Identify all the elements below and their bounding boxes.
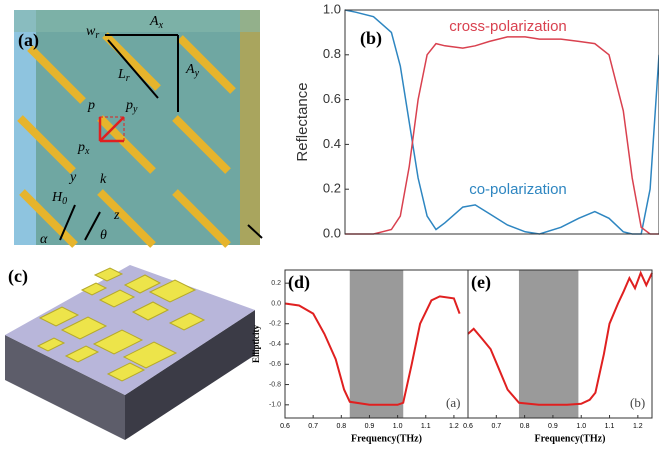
base-side: [5, 335, 125, 440]
symbol: py: [125, 98, 138, 115]
symbol: y: [68, 170, 77, 185]
symbol: α: [40, 232, 48, 247]
y-tick-label: 0.6: [323, 91, 341, 106]
symbol-main: p: [77, 140, 85, 155]
symbol: px: [77, 140, 90, 157]
y-tick-label: 0.0: [323, 225, 341, 240]
inner-label: (b): [630, 395, 645, 410]
base-top: [5, 265, 255, 395]
symbol-sub: y: [132, 104, 138, 115]
data-line: [284, 295, 461, 406]
symbol-sub: y: [194, 68, 200, 79]
panel-label: (e): [471, 272, 491, 293]
patches: [36, 267, 206, 382]
symbol: Lr: [117, 67, 130, 84]
panel-label: (a): [18, 30, 39, 51]
symbol-main: k: [100, 172, 107, 187]
symbol-main: α: [40, 232, 48, 247]
y-tick-label: 0.4: [323, 136, 341, 151]
data-line: [345, 36, 659, 235]
symbol-main: θ: [100, 228, 107, 243]
symbol: Ay: [185, 62, 200, 79]
symbol-main: A: [185, 62, 195, 77]
x-axis-label: Frequency(THz): [351, 433, 422, 444]
y-tick-label: -0.2: [269, 321, 281, 328]
symbol: k: [100, 172, 107, 187]
x-axis-label: Frequency(THz): [535, 433, 606, 444]
symbol-main: p: [87, 98, 95, 113]
x-tick-label: 1.1: [421, 423, 431, 430]
symbol: z: [113, 208, 120, 223]
y-tick-label: -0.6: [269, 361, 281, 368]
inner-label: (a): [446, 395, 460, 410]
y-axis-label: Ellipticity: [251, 325, 261, 363]
x-tick-label: 0.7: [491, 423, 501, 430]
symbol-sub: r: [126, 73, 130, 84]
symbol-main: p: [125, 98, 133, 113]
x-tick-label: 0.6: [463, 423, 473, 430]
y-tick-label: 1.0: [323, 1, 341, 16]
symbol: H0: [51, 190, 67, 207]
series-label: cross-polarization: [449, 18, 567, 35]
y-tick-label: 0.8: [323, 46, 341, 61]
y-axis-label: Reflectance: [294, 82, 311, 161]
x-tick-label: 0.9: [548, 423, 558, 430]
plot-frame: [344, 9, 659, 235]
edge: [240, 10, 260, 245]
x-tick-label: 0.6: [280, 423, 290, 430]
data-line: [467, 270, 653, 406]
symbol-main: z: [113, 208, 120, 223]
symbol: p: [87, 98, 95, 113]
x-tick-label: 1.2: [449, 423, 459, 430]
shaded-band: [518, 270, 579, 418]
symbol-sub: x: [158, 20, 164, 31]
symbol-sub: r: [95, 30, 99, 41]
y-tick-label: 0.2: [271, 280, 281, 287]
panel-label: (d): [288, 272, 310, 293]
symbol: θ: [100, 228, 107, 243]
symbol-main: H: [51, 190, 63, 205]
symbol-sub: 0: [62, 196, 67, 207]
y-tick-label: 0.0: [271, 300, 281, 307]
x-tick-label: 0.7: [308, 423, 318, 430]
plot-frame: [467, 269, 653, 419]
x-tick-label: 1.1: [605, 423, 615, 430]
x-tick-label: 0.8: [520, 423, 530, 430]
y-tick-label: -0.4: [269, 341, 281, 348]
x-tick-label: 1.0: [393, 423, 403, 430]
series-label: co-polarization: [469, 181, 567, 198]
symbol-main: w: [86, 24, 96, 39]
panel-label: (c): [8, 266, 28, 287]
x-tick-label: 0.9: [365, 423, 375, 430]
shaded-band: [349, 270, 404, 418]
dipole: [98, 116, 125, 143]
symbol-main: A: [149, 14, 159, 29]
x-tick-label: 1.2: [633, 423, 643, 430]
base-side: [125, 310, 255, 440]
arrows: [59, 34, 263, 241]
symbol: Ax: [149, 14, 164, 31]
x-tick-label: 1.0: [576, 423, 586, 430]
edge: [14, 10, 260, 32]
panel-label: (b): [360, 28, 382, 49]
y-tick-label: -1.0: [269, 402, 281, 409]
x-tick-label: 0.8: [336, 423, 346, 430]
data-line: [344, 9, 659, 235]
y-tick-label: 0.2: [323, 181, 341, 196]
panel-c: (c): [5, 265, 255, 440]
symbol: wr: [86, 24, 99, 41]
y-tick-label: -0.8: [269, 381, 281, 388]
substrate: [14, 10, 260, 245]
symbol-main: L: [117, 67, 126, 82]
symbol-main: y: [68, 170, 77, 185]
symbol-sub: x: [84, 146, 90, 157]
